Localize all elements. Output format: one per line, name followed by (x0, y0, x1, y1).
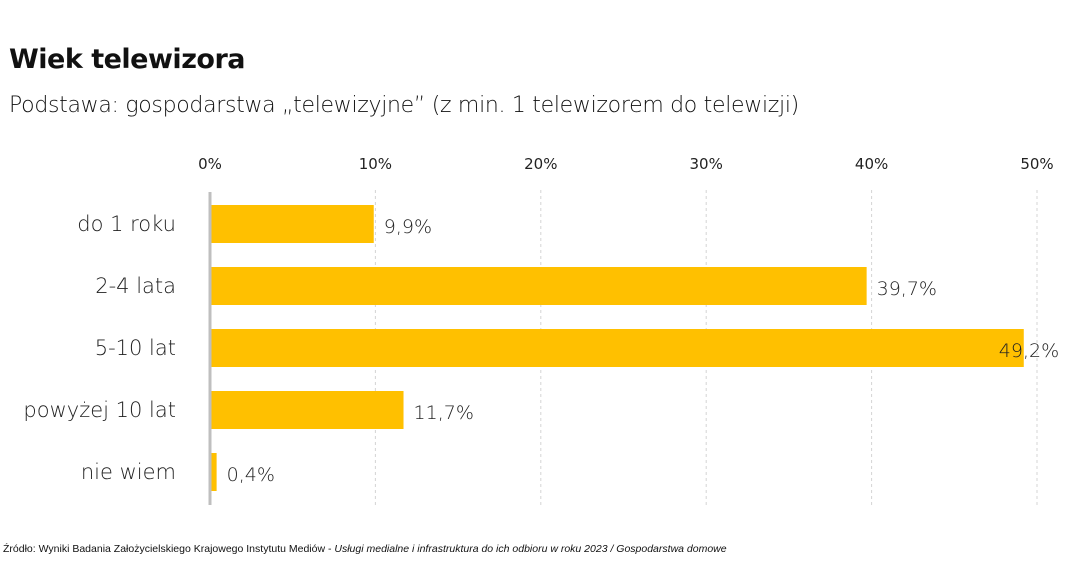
value-label: 11,7% (414, 402, 474, 424)
source-title: Usługi medialne i infrastruktura do ich … (334, 543, 727, 555)
x-tick-label: 50% (1020, 155, 1053, 173)
x-tick-label: 0% (198, 155, 222, 173)
x-tick-label: 30% (690, 155, 723, 173)
value-label: 39,7% (877, 278, 937, 300)
category-label: do 1 roku (77, 212, 176, 236)
chart-title: Wiek telewizora (9, 44, 246, 75)
x-tick-label: 40% (855, 155, 888, 173)
value-label: 0,4% (227, 464, 275, 486)
source-note: Źródło: Wyniki Badania Założycielskiego … (3, 543, 727, 555)
value-label: 9,9% (384, 216, 432, 238)
x-tick-label: 10% (359, 155, 392, 173)
bar-do-1-roku (210, 205, 374, 243)
category-label: 2-4 lata (95, 274, 176, 298)
bar-5-10-lat (210, 329, 1024, 367)
value-label: 49,2% (999, 340, 1059, 362)
bar-2-4-lata (210, 267, 867, 305)
category-label: powyżej 10 lat (23, 398, 176, 422)
category-label: 5-10 lat (95, 336, 176, 360)
chart-subtitle: Podstawa: gospodarstwa „telewizyjne” (z … (9, 93, 799, 118)
category-label: nie wiem (81, 460, 176, 484)
bar-powyżej-10-lat (210, 391, 404, 429)
source-prefix: Źródło: Wyniki Badania Założycielskiego … (3, 543, 335, 555)
x-tick-label: 20% (524, 155, 557, 173)
bar-nie-wiem (210, 453, 217, 491)
